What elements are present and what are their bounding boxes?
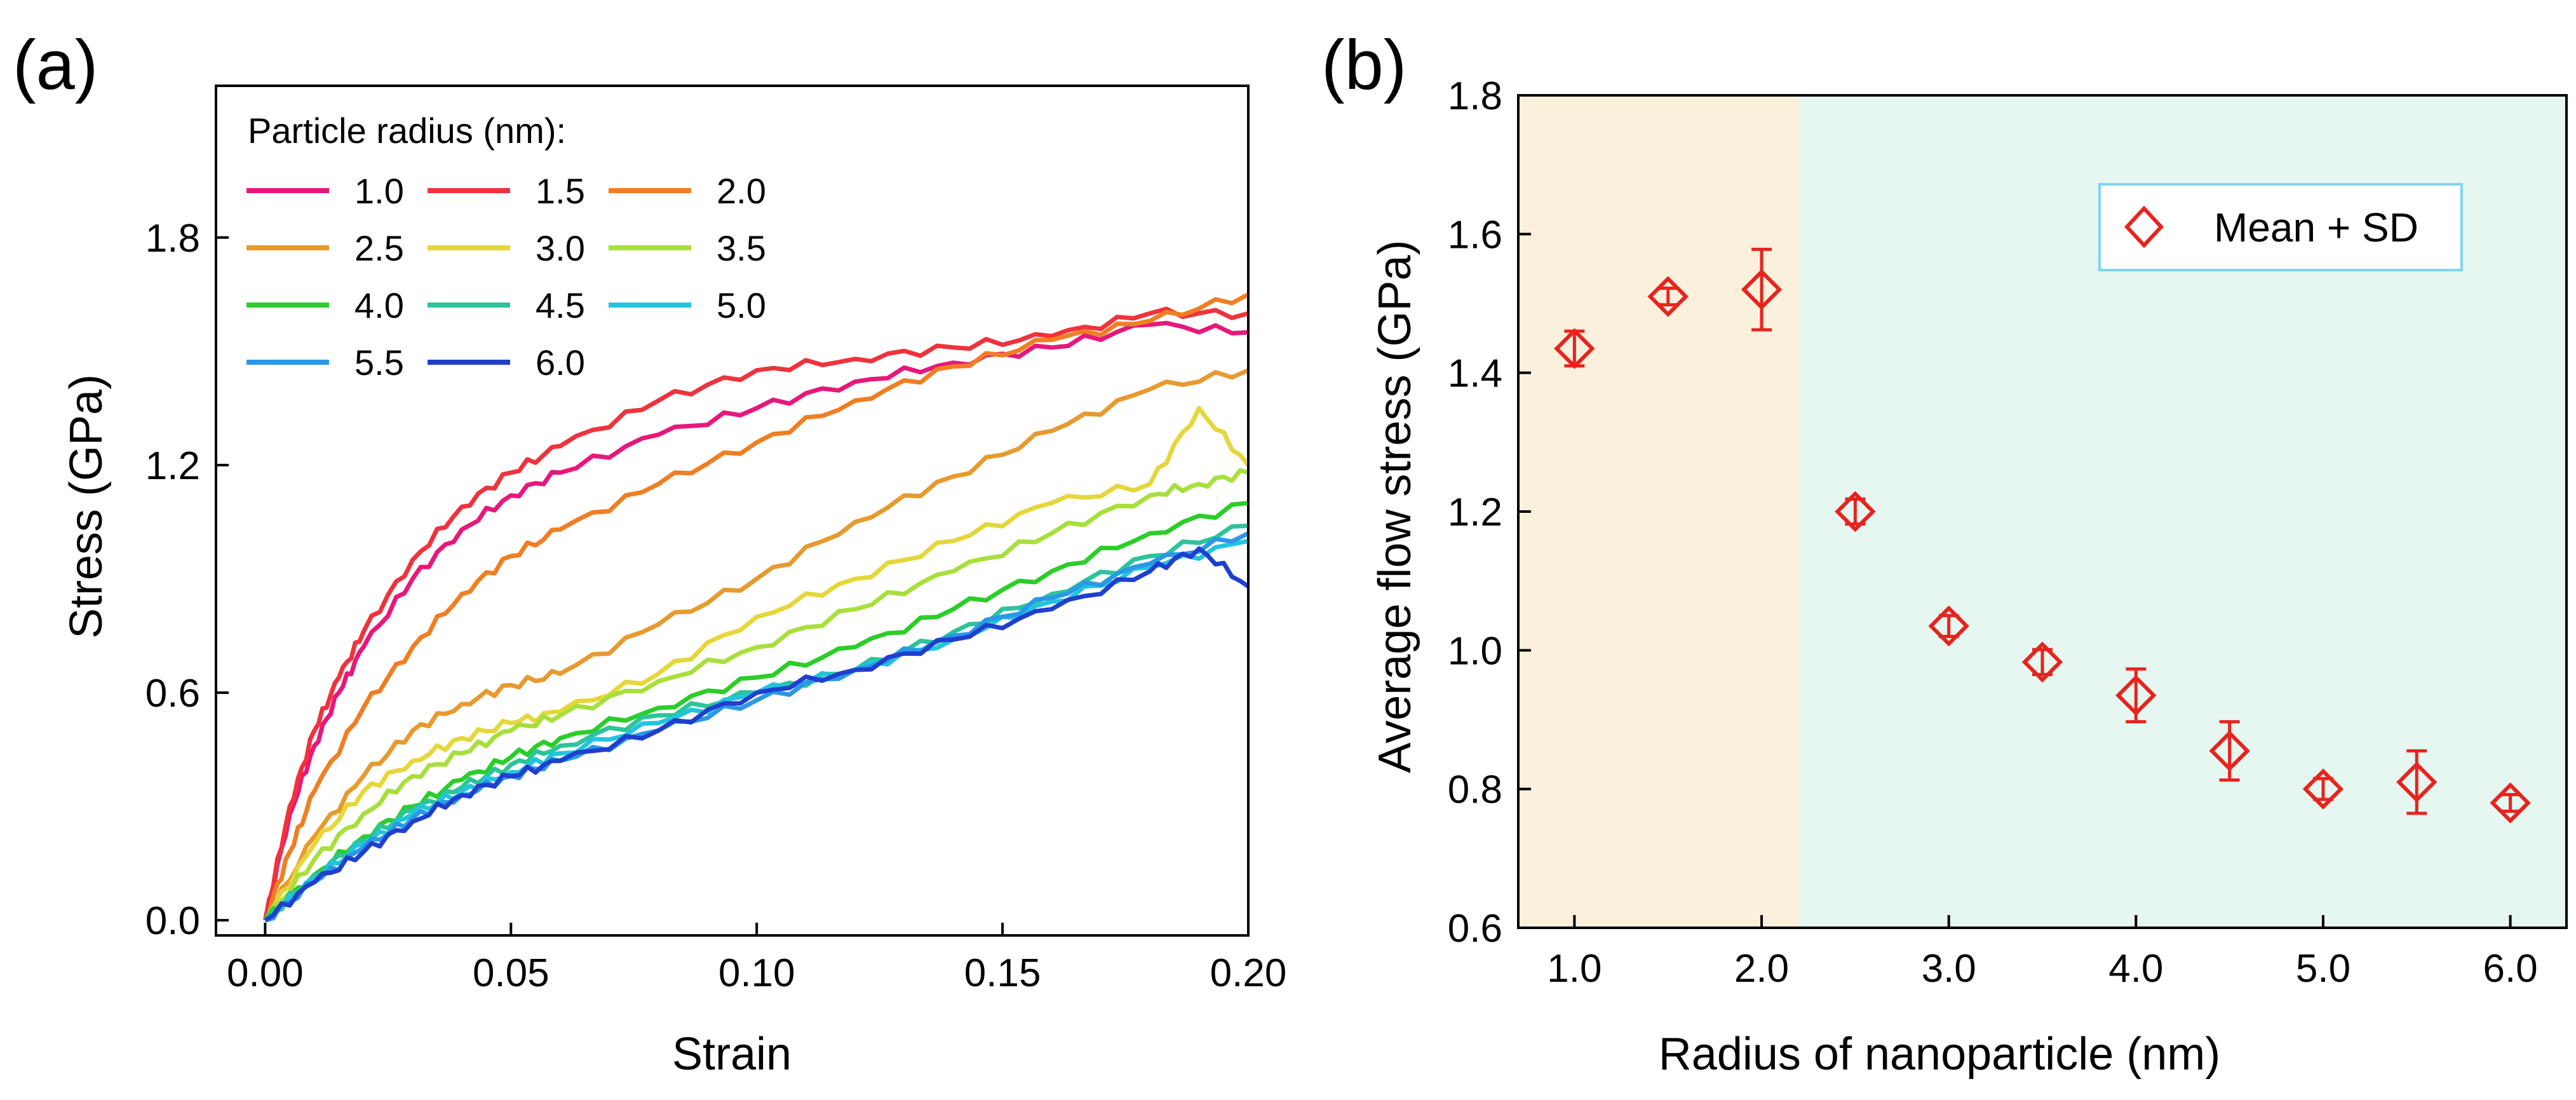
b-x-tick-label: 4.0 [2108,947,2163,991]
panel-label-a: (a) [13,26,98,104]
b-diamond-marker [1647,276,1689,317]
b-diamond-marker [2302,768,2344,810]
b-x-tick-label: 2.0 [1734,947,1789,991]
b-shaded-region [1518,95,1799,928]
b-y-tick-label: 1.0 [1448,629,1502,673]
panel-a-stress-strain-chart: 0.00 0.05 0.10 0.15 0.20 0.0 0.6 1.2 1.8 Particl… [61,85,1287,1080]
b-y-axis-label: Average flow stress (GPa) [1370,240,1420,773]
a-y-tick-label: 0.0 [145,899,200,943]
a-legend-label: 5.5 [354,343,404,383]
a-legend-label: 1.5 [536,171,585,211]
a-axes-layer: 0.00 0.05 0.10 0.15 0.20 0.0 0.6 1.2 1.8 [145,85,1287,995]
a-legend-label: 2.0 [717,171,766,211]
a-legend-label: 3.5 [717,228,766,268]
a-series-line-3.0 [263,405,1250,921]
a-series-line-3.5 [263,468,1249,921]
a-x-tick-label: 0.00 [227,951,304,995]
b-diamond-marker [2021,641,2063,683]
a-x-tick-label: 0.15 [964,951,1041,995]
a-plot-frame [215,85,1250,937]
b-data-point-5.5 [2396,749,2438,815]
a-series-line-6.0 [264,546,1250,923]
b-y-tick-label: 1.8 [1448,74,1502,118]
b-data-point-1 [1554,328,1595,369]
a-x-tick-label: 0.05 [473,951,550,995]
b-y-tick-label: 0.8 [1448,768,1502,812]
b-data-point-2.5 [1835,491,1876,533]
b-data-point-6 [2490,782,2531,824]
a-y-tick-label: 1.8 [145,217,200,261]
a-x-axis-label: Strain [672,1029,792,1080]
a-legend-title: Particle radius (nm): [248,111,566,151]
a-series-line-2.5 [263,368,1250,922]
a-x-tick-label: 0.10 [718,951,795,995]
b-diamond-marker [1741,269,1783,310]
a-series-line-4.0 [263,501,1249,922]
b-x-tick-label: 5.0 [2296,947,2350,991]
b-legend-label: Mean + SD [2214,205,2418,250]
b-data-point-3.5 [2021,641,2063,683]
a-legend-label: 6.0 [536,343,585,383]
b-legend-marker [2124,205,2164,248]
b-y-tick-label: 1.2 [1448,491,1502,534]
b-data-point-3 [1928,605,1969,647]
b-x-tick-label: 3.0 [1922,947,1976,991]
a-legend-label: 4.5 [536,285,585,325]
b-y-tick-label: 0.6 [1448,907,1502,951]
b-data-point-5 [2302,768,2344,810]
b-diamond-marker [2490,782,2531,824]
b-data-point-1.5 [1647,276,1689,317]
a-legend-label: 4.0 [354,285,404,325]
panel-label-b: (b) [1321,26,1406,104]
b-data-point-2 [1741,247,1783,332]
b-y-tick-label: 1.6 [1448,213,1502,257]
b-diamond-marker [2115,675,2157,716]
a-y-tick-label: 1.2 [145,444,200,488]
b-axes-layer: 1.0 2.0 3.0 4.0 5.0 6.0 0.6 0.8 1.0 1.2 1.4 1.6 1.8 [1448,74,2568,991]
b-diamond-marker [1928,605,1969,647]
panel-b-flow-stress-chart: 1.0 2.0 3.0 4.0 5.0 6.00.60.81.01.21.41.61.8 … [1370,74,2568,1080]
a-legend-label: 2.5 [354,228,404,268]
b-data-point-4 [2115,667,2157,724]
b-x-axis-label: Radius of nanoparticle (nm) [1659,1029,2220,1080]
a-legend-label: 3.0 [536,228,585,268]
b-diamond-marker [1554,328,1595,369]
a-series-line-1.5 [262,306,1249,921]
b-x-tick-label: 1.0 [1547,947,1602,991]
b-legend: Mean + SD [2098,183,2463,271]
b-y-tick-label: 1.4 [1448,352,1502,396]
a-legend-label: 1.0 [354,171,404,211]
a-legend-label: 5.0 [717,285,766,325]
a-y-axis-label: Stress (GPa) [61,374,112,639]
b-x-tick-label: 6.0 [2483,947,2538,991]
a-series-line-2.0 [263,292,1250,921]
a-x-tick-label: 0.20 [1210,951,1287,995]
a-curves-layer [262,292,1250,923]
a-y-tick-label: 0.6 [145,672,200,716]
b-data-points [1554,247,2531,824]
b-diamond-marker [2396,761,2438,803]
b-diamond-marker [2209,730,2250,771]
b-data-point-4.5 [2209,720,2250,782]
b-diamond-marker [1835,491,1876,533]
a-legend: Particle radius (nm): 1.0 1.5 2.0 2.5 3.0 3.5 4… [246,111,766,383]
